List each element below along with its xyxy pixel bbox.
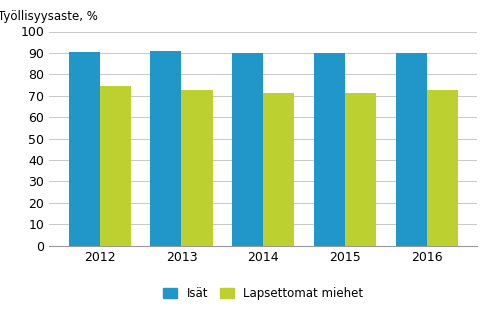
Bar (314, 53, 345, 246)
Bar (151, 51, 182, 246)
Legend: Isät, Lapsettomat miehet: Isät, Lapsettomat miehet (163, 287, 364, 300)
Bar (100, 86, 131, 246)
Bar (182, 90, 213, 246)
Bar (232, 53, 263, 246)
Bar (263, 93, 294, 246)
Bar (396, 53, 427, 246)
Text: Työllisyysaste, %: Työllisyysaste, % (0, 10, 98, 23)
Bar (345, 93, 376, 246)
Bar (69, 52, 100, 246)
Bar (427, 90, 458, 246)
